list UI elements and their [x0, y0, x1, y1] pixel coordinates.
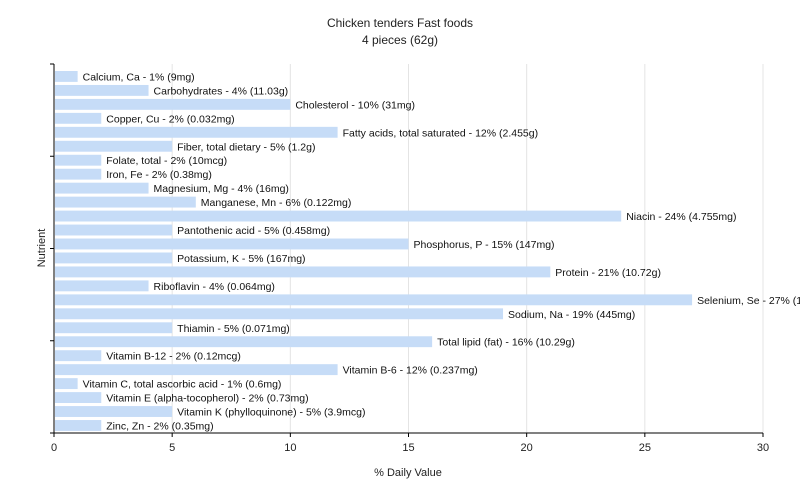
bar-label: Folate, total - 2% (10mcg)	[106, 155, 227, 167]
bar	[55, 112, 102, 124]
bar	[55, 71, 78, 82]
x-tick-label: 20	[521, 442, 533, 454]
bar-label: Riboflavin - 4% (0.064mg)	[154, 281, 275, 293]
bar-label: Protein - 21% (10.72g)	[555, 267, 661, 279]
bar-label: Niacin - 24% (4.755mg)	[626, 211, 736, 223]
bar-label: Vitamin C, total ascorbic acid - 1% (0.6…	[83, 379, 282, 391]
bar	[55, 238, 409, 250]
bar-label: Selenium, Se - 27% (19.2mcg)	[697, 295, 800, 307]
bar	[55, 224, 173, 236]
bar-label: Vitamin K (phylloquinone) - 5% (3.9mcg)	[177, 407, 365, 419]
bar-label: Vitamin B-6 - 12% (0.237mg)	[343, 365, 478, 377]
bar	[55, 182, 149, 194]
bar-label: Carbohydrates - 4% (11.03g)	[154, 85, 289, 97]
bar-label: Pantothenic acid - 5% (0.458mg)	[177, 225, 330, 237]
bar	[55, 140, 173, 152]
bar-label: Calcium, Ca - 1% (9mg)	[83, 71, 195, 83]
bar	[55, 406, 173, 417]
bar-label: Total lipid (fat) - 16% (10.29g)	[437, 337, 575, 349]
x-tick-label: 10	[284, 442, 296, 454]
bar-label: Vitamin E (alpha-tocopherol) - 2% (0.73m…	[106, 393, 308, 405]
bar	[55, 84, 149, 96]
bar	[55, 126, 338, 138]
bar	[55, 420, 102, 431]
x-tick-label: 0	[51, 442, 57, 454]
bars-group: Calcium, Ca - 1% (9mg) Carbohydrates - 4%…	[55, 71, 800, 432]
x-axis-title: % Daily Value	[374, 467, 442, 479]
x-tick-label: 30	[757, 442, 769, 454]
y-axis-title: Nutrient	[36, 229, 48, 268]
bar	[55, 336, 433, 348]
bar-label: Fiber, total dietary - 5% (1.2g)	[177, 141, 315, 153]
bar-label: Manganese, Mn - 6% (0.122mg)	[201, 197, 352, 209]
bar-label: Iron, Fe - 2% (0.38mg)	[106, 169, 212, 181]
bar	[55, 364, 338, 376]
chart-title: Chicken tenders Fast foods	[327, 16, 473, 30]
bar	[55, 392, 102, 404]
bar-label: Magnesium, Mg - 4% (16mg)	[154, 183, 289, 195]
bar	[55, 322, 173, 334]
bar	[55, 154, 102, 166]
bar	[55, 168, 102, 180]
bar	[55, 252, 173, 264]
bar	[55, 280, 149, 292]
bar	[55, 378, 78, 390]
x-tick-label: 15	[402, 442, 414, 454]
bar	[55, 196, 196, 208]
bar-label: Sodium, Na - 19% (445mg)	[508, 309, 635, 321]
x-tick-label: 25	[639, 442, 651, 454]
bar	[55, 294, 693, 306]
bar-label: Fatty acids, total saturated - 12% (2.45…	[343, 127, 539, 139]
bar-label: Phosphorus, P - 15% (147mg)	[414, 239, 555, 251]
bar	[55, 350, 102, 362]
bar	[55, 266, 551, 278]
bar-label: Zinc, Zn - 2% (0.35mg)	[106, 420, 213, 432]
bar	[55, 210, 622, 222]
chart-subtitle: 4 pieces (62g)	[362, 33, 438, 47]
bar-label: Vitamin B-12 - 2% (0.12mcg)	[106, 351, 241, 363]
bar-label: Copper, Cu - 2% (0.032mg)	[106, 113, 234, 125]
axes-group: 0 5 10 15 20 25 30	[50, 63, 769, 454]
bar-label: Potassium, K - 5% (167mg)	[177, 253, 305, 265]
x-tick-label: 5	[169, 442, 175, 454]
bar-label: Thiamin - 5% (0.071mg)	[177, 323, 290, 335]
bar	[55, 98, 291, 110]
bar-label: Cholesterol - 10% (31mg)	[295, 99, 415, 111]
bar	[55, 308, 504, 320]
